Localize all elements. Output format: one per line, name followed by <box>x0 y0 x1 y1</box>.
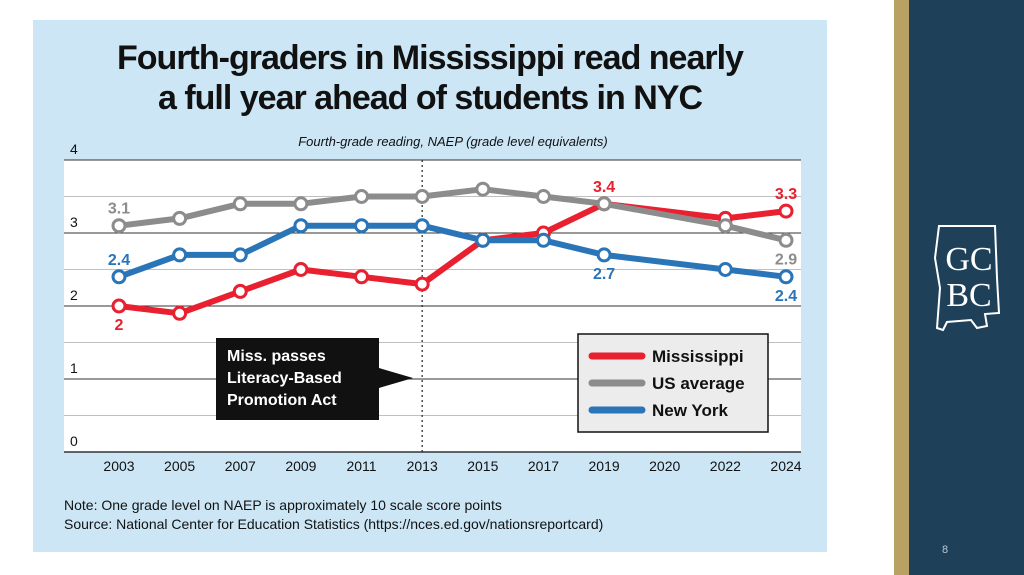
chart-note: Note: One grade level on NAEP is approxi… <box>64 496 603 534</box>
data-point <box>172 305 188 321</box>
legend-label: Mississippi <box>652 347 744 366</box>
data-label: 2.9 <box>775 251 797 268</box>
data-point <box>778 269 794 285</box>
page-number: 8 <box>942 544 949 556</box>
data-point <box>293 196 309 212</box>
y-tick-label: 2 <box>70 287 78 303</box>
x-tick-label: 2015 <box>467 458 498 474</box>
x-tick-label: 2022 <box>710 458 741 474</box>
annotation-text: Miss. passes <box>227 348 326 365</box>
x-tick-label: 2024 <box>770 458 801 474</box>
note-line: Note: One grade level on NAEP is approxi… <box>64 497 502 513</box>
data-point <box>778 203 794 219</box>
x-tick-label: 2003 <box>103 458 134 474</box>
data-point <box>293 218 309 234</box>
data-label: 3.1 <box>108 201 130 218</box>
data-point <box>111 269 127 285</box>
data-point <box>596 247 612 263</box>
data-point <box>354 269 370 285</box>
data-label: 2.4 <box>108 252 130 269</box>
chart-panel: Fourth-graders in Mississippi read nearl… <box>33 20 827 552</box>
source-line: Source: National Center for Education St… <box>64 516 604 532</box>
gcbc-logo: GC BC <box>933 225 1001 332</box>
data-point <box>535 232 551 248</box>
data-point <box>232 196 248 212</box>
data-point <box>354 189 370 204</box>
annotation-text: Promotion Act <box>227 392 337 409</box>
data-label: 2 <box>115 317 124 334</box>
data-point <box>172 247 188 263</box>
data-point <box>475 232 491 248</box>
data-point <box>232 247 248 263</box>
annotation-box <box>216 338 379 420</box>
data-label: 3.3 <box>775 186 797 203</box>
data-point <box>414 276 430 292</box>
mississippi-state-outline-icon <box>933 225 1001 332</box>
chart-subtitle: Fourth-grade reading, NAEP (grade level … <box>298 134 608 149</box>
x-tick-label: 2011 <box>346 458 376 474</box>
data-label: 2.4 <box>775 288 797 305</box>
line-chart: 0 1 2 3 4 2003 2005 2007 2009 2011 2013 2015 2017 201… <box>64 134 802 474</box>
sidebar-gold-stripe <box>894 0 909 575</box>
annotation-text: Literacy-Based <box>227 370 342 387</box>
chart-title-line-2: a full year ahead of students in NYC <box>157 79 703 117</box>
data-point <box>778 232 794 248</box>
data-point <box>475 181 491 197</box>
data-point <box>111 218 127 234</box>
data-label: 2.7 <box>593 266 615 283</box>
data-point <box>717 218 733 234</box>
logo-text-top: GC <box>945 241 992 278</box>
legend-label: US average <box>652 374 745 393</box>
data-point <box>414 218 430 234</box>
x-tick-label: 2013 <box>407 458 438 474</box>
x-tick-label: 2009 <box>285 458 316 474</box>
x-tick-label: 2017 <box>528 458 559 474</box>
data-point <box>535 189 551 204</box>
y-tick-label: 0 <box>70 433 78 449</box>
sidebar-blue-panel <box>909 0 1024 575</box>
y-tick-label: 4 <box>70 141 78 157</box>
data-point <box>172 210 188 226</box>
data-point <box>596 196 612 212</box>
x-tick-label: 2007 <box>225 458 256 474</box>
data-label: 3.4 <box>593 179 615 196</box>
chart-title-line-1: Fourth-graders in Mississippi read nearl… <box>117 39 744 77</box>
data-point <box>354 218 370 234</box>
data-point <box>414 189 430 204</box>
chart-title: Fourth-graders in Mississippi read nearl… <box>33 38 827 118</box>
logo-text-bottom: BC <box>946 277 991 314</box>
data-point <box>111 298 127 314</box>
x-tick-label: 2019 <box>589 458 620 474</box>
data-point <box>293 262 309 277</box>
annotation-arrow-icon <box>379 368 413 388</box>
data-point <box>232 283 248 299</box>
x-tick-label: 2005 <box>164 458 195 474</box>
legend-label: New York <box>652 401 728 420</box>
y-tick-label: 1 <box>70 360 78 376</box>
data-point <box>717 262 733 277</box>
x-tick-label: 2020 <box>649 458 680 474</box>
y-tick-label: 3 <box>70 214 78 230</box>
